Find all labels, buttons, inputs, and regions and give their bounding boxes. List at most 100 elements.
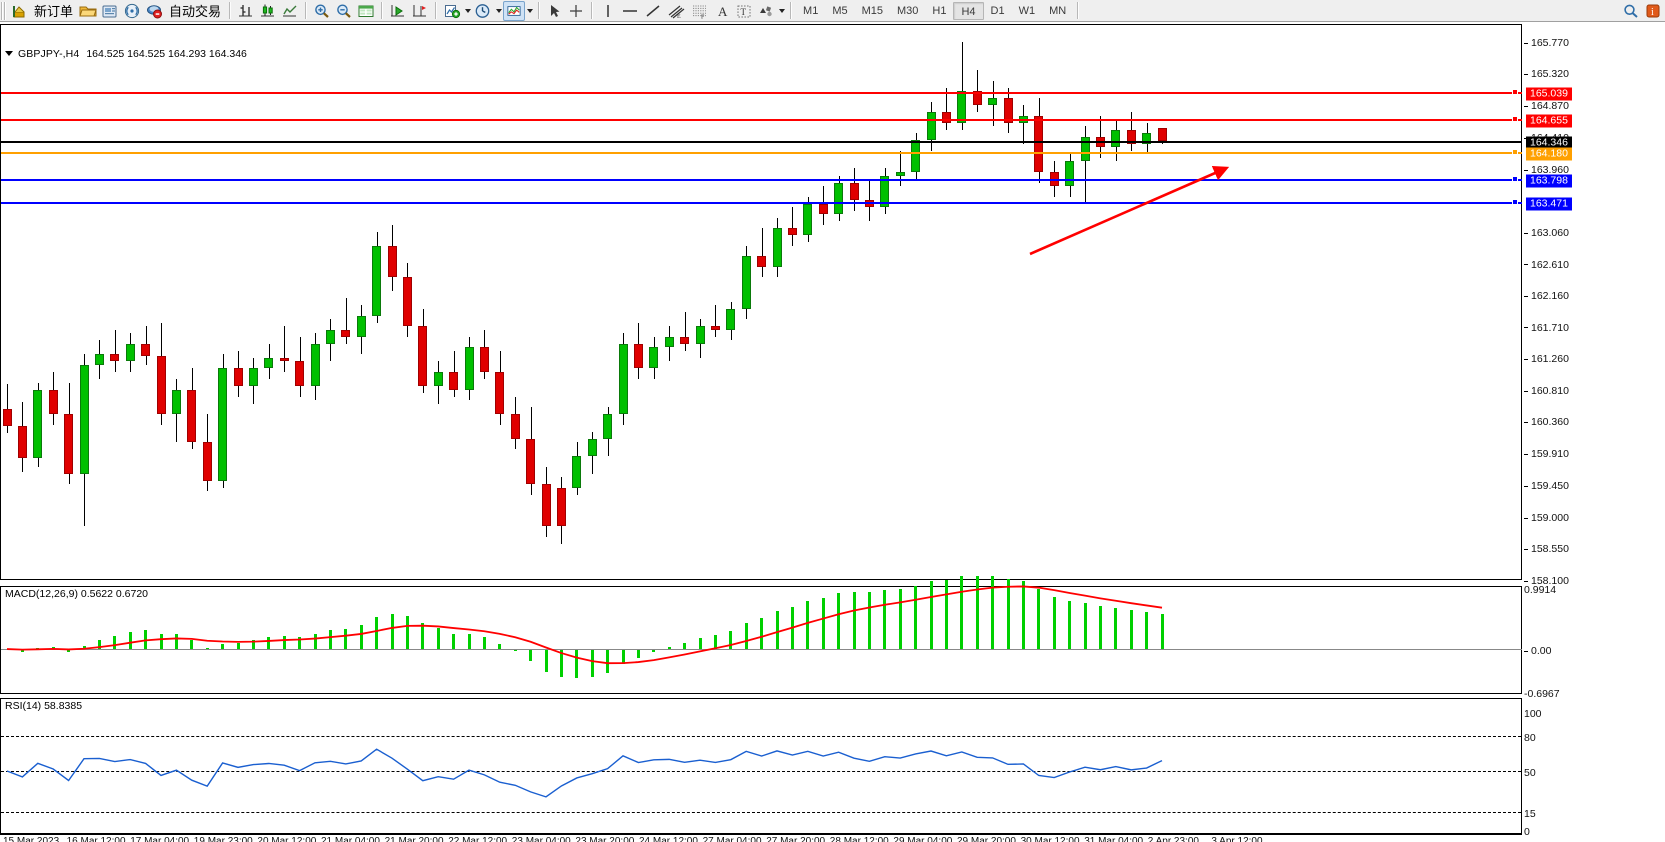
candlestick-chart-icon[interactable] [257,1,279,21]
chevron-down-icon[interactable] [494,1,503,21]
trendline-icon[interactable] [642,1,664,21]
new-order-label[interactable]: 新订单 [34,4,74,19]
equidistant-channel-icon[interactable]: E [664,1,688,21]
macd-histogram-bar [975,575,979,650]
help-icon[interactable]: i [1642,1,1663,21]
price-label-resistance[interactable]: 164.655 [1526,114,1572,128]
candle-body [710,326,720,330]
folder-icon[interactable] [77,1,99,21]
new-order-icon[interactable] [9,1,30,21]
price-label-resistance[interactable]: 165.039 [1526,87,1572,101]
chevron-down-icon[interactable] [525,1,534,21]
macd-histogram-bar [914,585,918,650]
macd-histogram-bar [1145,612,1149,650]
macd-histogram-bar [1068,601,1072,650]
price-label-current-price[interactable]: 164.346 [1526,136,1572,150]
price-level-resistance-1[interactable] [1,119,1522,122]
trend-arrow[interactable] [1029,165,1230,256]
news-icon[interactable] [99,1,121,21]
vertical-line-icon[interactable] [597,1,618,21]
timeframe-m15[interactable]: M15 [861,4,883,17]
macd-histogram-bar [852,591,856,650]
toolbar-grip[interactable] [1,1,6,20]
price-level-current-price[interactable] [1,140,1522,143]
candle-body [248,368,258,387]
timeframe-m5[interactable]: M5 [832,4,848,17]
price-level-handle[interactable] [1512,149,1518,156]
price-label-support[interactable]: 163.798 [1526,174,1572,188]
zoom-out-icon[interactable] [333,1,355,21]
macd-histogram-bar [313,633,317,650]
fibonacci-icon[interactable]: F [688,1,712,21]
price-level-support-2[interactable] [1,202,1522,205]
time-tick: 29 Mar 20:00 [957,836,1016,842]
price-level-handle[interactable] [1512,176,1518,183]
cursor-icon[interactable] [544,1,565,21]
macd-histogram-bar [1160,614,1164,650]
add-indicator-icon[interactable] [441,1,463,21]
time-axis[interactable]: 15 Mar 2023 16 Mar 12:00 17 Mar 04:00 19 Ma… [0,834,1522,842]
autotrading-label[interactable]: 自动交易 [169,4,222,19]
price-axis[interactable]: 165.770165.320164.870164.410163.960163.0… [1524,24,1665,838]
shapes-icon[interactable] [755,1,777,21]
timeframe-w1[interactable]: W1 [1018,4,1036,17]
candle-wick [1100,115,1102,158]
text-icon[interactable]: A [712,1,733,21]
data-window-icon[interactable] [355,1,377,21]
timeframe-h1[interactable]: H1 [932,4,947,17]
price-level-support-1[interactable] [1,179,1522,182]
price-level-resistance-2[interactable] [1,92,1522,95]
timeframe-h4[interactable]: H4 [953,1,984,20]
zoom-in-icon[interactable] [311,1,333,21]
candle-body [726,308,736,330]
autotrading-icon[interactable] [143,1,165,21]
price-label-pivot[interactable]: 164.180 [1526,147,1572,161]
chevron-down-icon[interactable] [463,1,472,21]
signal-icon[interactable] [121,1,143,21]
chart-shift-icon[interactable] [409,1,431,21]
macd-histogram-bar [1052,596,1056,650]
price-tick: 158.100 [1524,575,1569,587]
collapse-triangle-icon[interactable] [5,51,13,56]
period-icon[interactable] [472,1,494,21]
macd-histogram-bar [359,625,363,650]
candle-body [526,438,536,485]
candle-body [402,277,412,327]
candle-wick [900,150,902,187]
candle-body [64,414,74,474]
price-label-support[interactable]: 163.471 [1526,197,1572,211]
line-chart-icon[interactable] [279,1,301,21]
price-chart-panel[interactable] [0,24,1522,580]
symbol-ohlc: 164.525 164.525 164.293 164.346 [86,47,247,60]
candle-body [356,315,366,337]
price-level-handle[interactable] [1512,116,1518,123]
crosshair-icon[interactable] [565,1,587,21]
price-level-handle[interactable] [1512,199,1518,206]
auto-scroll-icon[interactable] [387,1,409,21]
timeframe-mn[interactable]: MN [1049,4,1067,17]
rsi-tick: 15 [1524,808,1536,821]
time-tick: 23 Mar 20:00 [575,836,635,842]
timeframe-d1[interactable]: D1 [990,4,1005,17]
search-icon[interactable] [1620,1,1642,21]
price-level-pivot[interactable] [1,152,1522,155]
candle-wick [761,228,763,278]
text-label-icon[interactable]: T [733,1,755,21]
candle-body [1142,133,1152,144]
templates-icon[interactable] [503,0,526,21]
candle-body [664,336,674,348]
timeframe-m30[interactable]: M30 [897,4,919,17]
macd-histogram-bar [683,642,687,650]
macd-histogram-bar [328,630,332,650]
macd-histogram-bar [344,628,348,650]
candle-body [79,364,89,474]
chart-area[interactable]: GBPJPY-,H4 164.525 164.525 164.293 164.3… [0,22,1665,842]
chevron-down-icon[interactable] [777,1,786,21]
rsi-indicator-panel[interactable] [0,698,1522,834]
price-level-handle[interactable] [1512,89,1518,96]
bar-chart-icon[interactable] [235,1,257,21]
horizontal-line-icon[interactable] [618,1,642,21]
timeframe-m1[interactable]: M1 [803,4,819,17]
toolbar-separator [790,2,793,19]
candle-body [218,368,228,481]
